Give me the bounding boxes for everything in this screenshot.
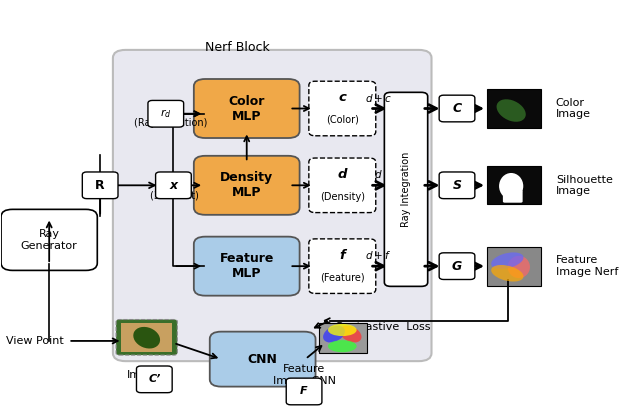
Text: C: C [452, 102, 461, 115]
Text: $d + c$: $d + c$ [365, 92, 392, 104]
Text: Nerf Block: Nerf Block [205, 42, 269, 55]
Text: Feature
Image CNN: Feature Image CNN [273, 365, 335, 386]
FancyBboxPatch shape [439, 95, 475, 122]
Text: Silhouette
Image: Silhouette Image [556, 175, 612, 196]
FancyBboxPatch shape [487, 247, 541, 287]
Text: Density
MLP: Density MLP [220, 171, 273, 199]
Ellipse shape [328, 324, 356, 336]
Ellipse shape [508, 256, 530, 278]
FancyBboxPatch shape [439, 172, 475, 199]
Ellipse shape [491, 252, 524, 269]
FancyBboxPatch shape [487, 89, 541, 128]
Text: Ray Integration: Ray Integration [401, 152, 411, 227]
FancyBboxPatch shape [156, 172, 191, 199]
Text: (Feature): (Feature) [320, 272, 365, 282]
Ellipse shape [491, 265, 524, 282]
FancyBboxPatch shape [385, 92, 428, 287]
FancyBboxPatch shape [210, 332, 316, 387]
FancyBboxPatch shape [116, 319, 177, 355]
Text: (Color): (Color) [326, 115, 359, 125]
FancyBboxPatch shape [136, 366, 172, 393]
Text: G: G [452, 260, 462, 273]
Text: Color
MLP: Color MLP [228, 94, 265, 123]
Text: S: S [452, 179, 461, 192]
FancyBboxPatch shape [194, 156, 300, 215]
FancyBboxPatch shape [286, 378, 322, 405]
FancyBboxPatch shape [503, 190, 523, 203]
Ellipse shape [133, 327, 160, 348]
Text: d: d [337, 168, 347, 181]
Text: Contrastive  Loss: Contrastive Loss [335, 322, 430, 332]
Text: (Density): (Density) [320, 192, 365, 201]
Text: x: x [170, 179, 177, 192]
Text: Feature
MLP: Feature MLP [220, 252, 274, 280]
Ellipse shape [497, 99, 526, 122]
Text: $d + f$: $d + f$ [365, 249, 392, 261]
Text: Image: Image [127, 370, 163, 380]
FancyBboxPatch shape [113, 50, 431, 361]
FancyBboxPatch shape [319, 323, 367, 353]
Text: f: f [339, 249, 345, 262]
FancyBboxPatch shape [194, 236, 300, 295]
Text: R: R [95, 179, 105, 192]
FancyBboxPatch shape [1, 209, 97, 270]
FancyBboxPatch shape [309, 81, 376, 136]
Text: $r_d$: $r_d$ [160, 107, 172, 120]
FancyBboxPatch shape [309, 239, 376, 293]
Text: Feature
Image Nerf: Feature Image Nerf [556, 255, 618, 277]
Text: Ray
Generator: Ray Generator [21, 229, 77, 251]
FancyBboxPatch shape [121, 323, 172, 352]
Text: F: F [300, 387, 308, 396]
Text: CNN: CNN [248, 352, 278, 365]
Text: (Ray Direction): (Ray Direction) [134, 118, 207, 129]
Text: c: c [339, 92, 346, 105]
Text: $d$: $d$ [374, 168, 383, 180]
FancyBboxPatch shape [194, 79, 300, 138]
Text: $r_d$: $r_d$ [164, 107, 176, 120]
Ellipse shape [499, 173, 524, 199]
FancyBboxPatch shape [148, 101, 184, 127]
Text: C’: C’ [148, 374, 161, 384]
Ellipse shape [340, 326, 362, 343]
Ellipse shape [328, 340, 356, 352]
FancyBboxPatch shape [487, 166, 541, 204]
FancyBboxPatch shape [83, 172, 118, 199]
Text: Color
Image: Color Image [556, 98, 591, 119]
FancyBboxPatch shape [309, 158, 376, 212]
Text: (3D Point): (3D Point) [150, 190, 199, 200]
Ellipse shape [323, 326, 345, 343]
FancyBboxPatch shape [439, 253, 475, 280]
Text: View Point: View Point [6, 336, 64, 346]
